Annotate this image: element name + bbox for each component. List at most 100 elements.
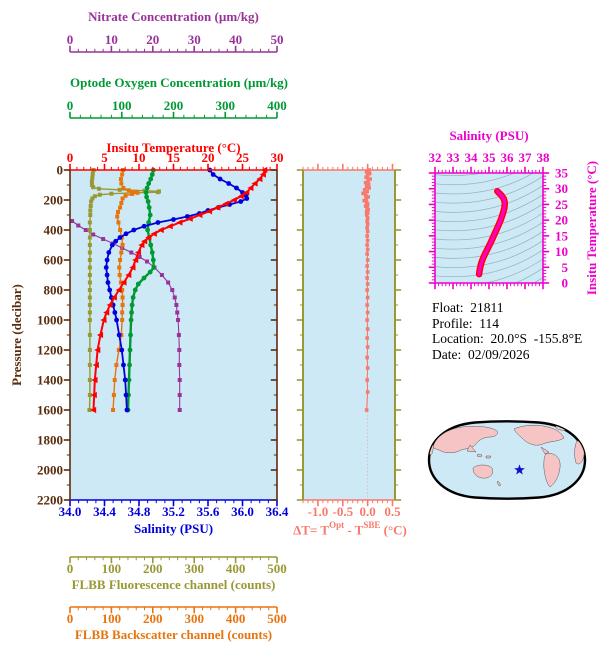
svg-text:2200: 2200: [37, 493, 63, 508]
svg-text:0: 0: [67, 32, 74, 47]
svg-text:400: 400: [44, 223, 64, 238]
svg-text:300: 300: [216, 98, 236, 113]
svg-text:2000: 2000: [37, 463, 63, 478]
svg-text:1400: 1400: [37, 373, 63, 388]
svg-text:200: 200: [143, 561, 163, 576]
delta-t-title-part1: ΔT= T: [293, 522, 330, 538]
svg-text:36.4: 36.4: [266, 504, 289, 519]
svg-text:500: 500: [267, 611, 287, 626]
svg-text:34.8: 34.8: [128, 504, 151, 519]
svg-text:32: 32: [429, 150, 442, 165]
svg-text:20: 20: [555, 213, 568, 228]
svg-text:1000: 1000: [37, 313, 63, 328]
svg-text:400: 400: [267, 98, 287, 113]
svg-text:35: 35: [483, 150, 497, 165]
svg-text:35: 35: [555, 166, 569, 181]
svg-text:300: 300: [184, 561, 204, 576]
svg-text:0: 0: [67, 611, 74, 626]
svg-text:1200: 1200: [37, 343, 63, 358]
svg-text:600: 600: [44, 253, 64, 268]
svg-text:100: 100: [102, 611, 122, 626]
svg-text:15: 15: [555, 228, 569, 243]
series-fluorescence: [87, 168, 162, 412]
svg-text:36: 36: [501, 150, 515, 165]
delta-t-axis-title: ΔT= TOpt - TSBE (°C): [290, 520, 410, 538]
svg-text:1600: 1600: [37, 403, 63, 418]
svg-text:33: 33: [447, 150, 461, 165]
oxygen-axis-title: Optode Oxygen Concentration (µm/kg): [70, 75, 289, 90]
ts-salinity-axis-title: Salinity (PSU): [449, 128, 529, 143]
series-nitrate: [70, 219, 182, 412]
delta-t-title-sup-opt: Opt: [329, 520, 345, 530]
svg-text:35.6: 35.6: [197, 504, 220, 519]
svg-text:-0.5: -0.5: [332, 504, 353, 519]
svg-text:200: 200: [164, 98, 184, 113]
svg-text:37: 37: [519, 150, 533, 165]
svg-text:200: 200: [143, 611, 163, 626]
svg-text:100: 100: [102, 561, 122, 576]
stacked-top-axes: 0 10 20 30 40 50 0 100 200 300 400: [67, 32, 287, 119]
svg-text:10: 10: [555, 244, 568, 259]
svg-text:38: 38: [537, 150, 551, 165]
svg-text:0: 0: [67, 150, 74, 165]
nitrate-axis-title: Nitrate Concentration (µm/kg): [88, 9, 259, 24]
svg-text:50: 50: [271, 32, 284, 47]
svg-text:-1.0: -1.0: [308, 504, 329, 519]
svg-text:0: 0: [57, 163, 64, 178]
svg-text:36.0: 36.0: [231, 504, 254, 519]
delta-t-title-part2: - T: [344, 522, 364, 538]
salinity-axis-title: Salinity (PSU): [133, 521, 214, 536]
svg-text:15: 15: [167, 150, 181, 165]
svg-text:5: 5: [101, 150, 108, 165]
svg-text:40: 40: [229, 32, 242, 47]
svg-text:1800: 1800: [37, 433, 63, 448]
svg-text:20: 20: [202, 150, 215, 165]
svg-text:400: 400: [226, 561, 246, 576]
location-line: Location: 20.0°S -155.8°E: [432, 331, 583, 346]
delta-t-title-part3: (°C): [380, 522, 407, 538]
svg-text:5: 5: [562, 260, 569, 275]
svg-text:20: 20: [146, 32, 159, 47]
float-location-star: [514, 464, 525, 475]
svg-text:30: 30: [188, 32, 201, 47]
svg-text:300: 300: [184, 611, 204, 626]
svg-text:0: 0: [67, 98, 74, 113]
svg-text:0: 0: [562, 276, 569, 291]
svg-text:30: 30: [555, 181, 568, 196]
svg-text:35.2: 35.2: [162, 504, 185, 519]
ts-temperature-axis-title: Insitu Temperature (°C): [584, 160, 599, 296]
fluorescence-axis-title: FLBB Fluorescence channel (counts): [71, 577, 276, 592]
main-profile-plot: 0 5 10 15 20 25 30 34.0 34.4 34.8 35.2 35.6 36.0 36.4…: [37, 150, 289, 519]
svg-text:500: 500: [267, 561, 287, 576]
pressure-axis-title: Pressure (decibar): [9, 284, 24, 386]
series-temperature: [90, 166, 268, 414]
svg-text:0.0: 0.0: [360, 504, 376, 519]
date-line: Date: 02/09/2026: [432, 346, 530, 362]
svg-text:34.4: 34.4: [93, 504, 116, 519]
svg-text:800: 800: [44, 283, 64, 298]
backscatter-axis-title: FLBB Backscatter channel (counts): [74, 627, 273, 642]
stacked-bottom-axes: 0 100 200 300 400 500 0 100 200 300 400 500: [67, 556, 287, 626]
delta-t-plot: -1.0 -0.5 0.0 0.5: [296, 163, 402, 519]
svg-text:34: 34: [465, 150, 479, 165]
world-map: [427, 420, 587, 500]
svg-text:0.5: 0.5: [384, 504, 401, 519]
delta-t-title-sup-sbe: SBE: [363, 520, 381, 530]
svg-text:34.0: 34.0: [59, 504, 82, 519]
svg-text:25: 25: [555, 197, 569, 212]
temperature-axis-title: Insitu Temperature (°C): [106, 140, 241, 155]
svg-text:30: 30: [271, 150, 284, 165]
svg-text:25: 25: [236, 150, 250, 165]
svg-text:200: 200: [44, 193, 64, 208]
svg-text:10: 10: [133, 150, 146, 165]
svg-text:10: 10: [105, 32, 118, 47]
svg-text:100: 100: [112, 98, 132, 113]
float-info-block: Float: 21811 Profile: 114 Location: 20.0…: [432, 300, 582, 362]
svg-text:400: 400: [226, 611, 246, 626]
profile-line: Profile: 114: [432, 315, 499, 331]
float-id-line: Float: 21811: [432, 300, 504, 315]
svg-text:0: 0: [67, 561, 74, 576]
